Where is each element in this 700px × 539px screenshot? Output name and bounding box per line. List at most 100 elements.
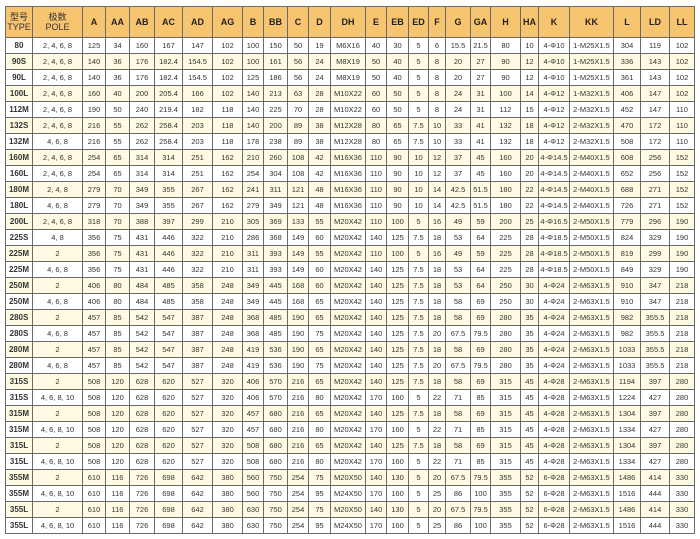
cell-type: 280M xyxy=(5,341,33,358)
cell-aa: 120 xyxy=(105,405,130,422)
cell-ac: 620 xyxy=(154,453,183,470)
cell-type: 250M xyxy=(5,293,33,310)
cell-d: 65 xyxy=(308,405,331,422)
cell-f: 10 xyxy=(428,133,446,150)
cell-l: 910 xyxy=(613,277,641,294)
cell-k: 4-Φ24 xyxy=(538,341,570,358)
cell-c: 149 xyxy=(287,261,309,278)
cell-ha: 45 xyxy=(520,373,539,390)
cell-ed: 7.5 xyxy=(408,293,429,310)
cell-type: 315S xyxy=(5,389,33,406)
cell-bb: 485 xyxy=(263,309,288,326)
cell-ab: 726 xyxy=(129,469,155,486)
cell-ld: 427 xyxy=(640,453,670,470)
cell-ld: 329 xyxy=(640,261,670,278)
cell-type: 280S xyxy=(5,325,33,342)
cell-l: 1304 xyxy=(613,437,641,454)
cell-bb: 570 xyxy=(263,373,288,390)
column-header-k: K xyxy=(538,6,570,38)
cell-h: 315 xyxy=(490,389,521,406)
cell-aa: 120 xyxy=(105,421,130,438)
cell-dh: M20X42 xyxy=(330,373,366,390)
cell-f: 10 xyxy=(428,117,446,134)
cell-a: 610 xyxy=(82,469,106,486)
cell-d: 80 xyxy=(308,453,331,470)
cell-ad: 527 xyxy=(182,405,213,422)
cell-ll: 330 xyxy=(669,469,695,486)
cell-a: 190 xyxy=(82,101,106,118)
cell-ed: 7.5 xyxy=(408,261,429,278)
cell-ag: 162 xyxy=(212,165,243,182)
cell-f: 20 xyxy=(428,325,446,342)
cell-aa: 75 xyxy=(105,245,130,262)
cell-pole: 2, 4, 6, 8 xyxy=(32,101,83,118)
cell-g: 42.5 xyxy=(445,197,471,214)
cell-dh: M20X42 xyxy=(330,437,366,454)
cell-e: 140 xyxy=(365,373,387,390)
cell-kk: 2-M32X1.5 xyxy=(569,101,614,118)
cell-a: 140 xyxy=(82,69,106,86)
column-header-ha: HA xyxy=(520,6,539,38)
cell-ad: 387 xyxy=(182,357,213,374)
cell-aa: 40 xyxy=(105,85,130,102)
cell-b: 630 xyxy=(242,517,264,534)
cell-dh: M20X42 xyxy=(330,341,366,358)
cell-dh: M6X16 xyxy=(330,37,366,54)
column-header-ab: AB xyxy=(129,6,155,38)
cell-c: 254 xyxy=(287,501,309,518)
cell-type: 180M xyxy=(5,181,33,198)
cell-ac: 219.4 xyxy=(154,101,183,118)
cell-f: 25 xyxy=(428,485,446,502)
cell-pole: 2, 4, 6, 8 xyxy=(32,37,83,54)
cell-ld: 397 xyxy=(640,437,670,454)
cell-b: 457 xyxy=(242,405,264,422)
cell-c: 216 xyxy=(287,437,309,454)
cell-ad: 322 xyxy=(182,245,213,262)
cell-c: 190 xyxy=(287,309,309,326)
cell-ac: 446 xyxy=(154,229,183,246)
cell-kk: 2-M63X1.5 xyxy=(569,421,614,438)
cell-k: 4-Φ24 xyxy=(538,309,570,326)
cell-ha: 15 xyxy=(520,101,539,118)
cell-ad: 642 xyxy=(182,517,213,534)
cell-kk: 2-M32X1.5 xyxy=(569,117,614,134)
cell-ad: 642 xyxy=(182,501,213,518)
cell-c: 216 xyxy=(287,421,309,438)
cell-ga: 27 xyxy=(470,69,491,86)
column-header-ad: AD xyxy=(182,6,213,38)
cell-aa: 85 xyxy=(105,341,130,358)
cell-l: 1033 xyxy=(613,341,641,358)
cell-bb: 680 xyxy=(263,453,288,470)
cell-eb: 125 xyxy=(386,229,409,246)
cell-ha: 10 xyxy=(520,37,539,54)
cell-eb: 125 xyxy=(386,293,409,310)
cell-f: 22 xyxy=(428,389,446,406)
cell-ed: 5 xyxy=(408,245,429,262)
column-header-c: C xyxy=(287,6,309,38)
cell-b: 279 xyxy=(242,197,264,214)
cell-ac: 485 xyxy=(154,293,183,310)
cell-ag: 248 xyxy=(212,293,243,310)
cell-eb: 160 xyxy=(386,389,409,406)
cell-h: 315 xyxy=(490,453,521,470)
cell-ha: 14 xyxy=(520,85,539,102)
cell-e: 80 xyxy=(365,133,387,150)
cell-d: 60 xyxy=(308,277,331,294)
cell-g: 37 xyxy=(445,149,471,166)
cell-e: 140 xyxy=(365,357,387,374)
cell-k: 4-Φ28 xyxy=(538,437,570,454)
cell-ha: 30 xyxy=(520,293,539,310)
cell-kk: 2-M63X1.5 xyxy=(569,309,614,326)
cell-k: 4-Φ10 xyxy=(538,69,570,86)
cell-h: 225 xyxy=(490,245,521,262)
table-row: 280S 4, 6, 8 457 85 542 547 387 248 368 485 190 75 M… xyxy=(5,325,695,342)
cell-f: 20 xyxy=(428,501,446,518)
cell-eb: 130 xyxy=(386,501,409,518)
cell-type: 315M xyxy=(5,421,33,438)
cell-ld: 414 xyxy=(640,501,670,518)
cell-k: 4-Φ14.5 xyxy=(538,165,570,182)
cell-ac: 205.4 xyxy=(154,85,183,102)
column-header-bb: BB xyxy=(263,6,288,38)
cell-ga: 69 xyxy=(470,293,491,310)
cell-c: 56 xyxy=(287,69,309,86)
